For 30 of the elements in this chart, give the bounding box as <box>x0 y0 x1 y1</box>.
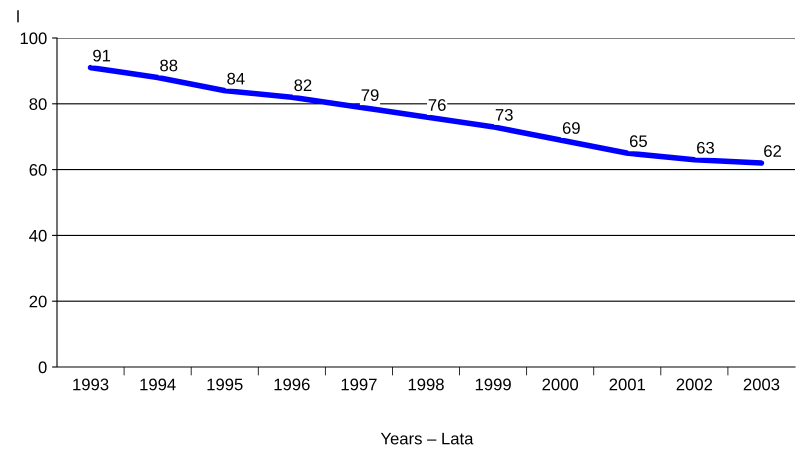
y-tick-label: 20 <box>30 296 47 308</box>
data-label: 88 <box>160 60 178 72</box>
x-axis-title: Years – Lata <box>380 432 474 444</box>
data-label: 63 <box>697 142 714 154</box>
data-label: 79 <box>362 89 378 102</box>
x-tick-label: 1994 <box>140 378 176 390</box>
data-label: 91 <box>93 50 110 62</box>
x-tick-label: 1993 <box>73 378 108 390</box>
x-tick-label: 2002 <box>676 378 712 390</box>
data-label: 84 <box>227 72 245 85</box>
data-label: 76 <box>428 99 446 111</box>
x-tick-label: 1998 <box>408 378 444 390</box>
x-tick-label: 1997 <box>342 378 377 390</box>
y-tick-label: 80 <box>29 98 47 110</box>
x-tick-label: 2001 <box>610 378 645 390</box>
data-label: 73 <box>496 108 513 121</box>
data-label: 82 <box>294 79 312 92</box>
x-tick-label: 2000 <box>542 378 578 390</box>
x-tick-label: 1999 <box>476 378 511 390</box>
data-label: 65 <box>630 135 647 148</box>
data-label: 62 <box>764 145 781 157</box>
x-tick-label: 2003 <box>744 378 780 390</box>
y-tick-label: 40 <box>29 230 47 242</box>
data-label: 69 <box>562 122 580 134</box>
x-tick-label: 1995 <box>207 378 243 390</box>
y-tick-label: 60 <box>30 164 47 176</box>
x-tick-label: 1996 <box>274 378 310 390</box>
y-tick-label: 100 <box>20 32 47 44</box>
y-axis-title: l <box>17 10 19 22</box>
y-tick-label: 0 <box>38 361 47 374</box>
